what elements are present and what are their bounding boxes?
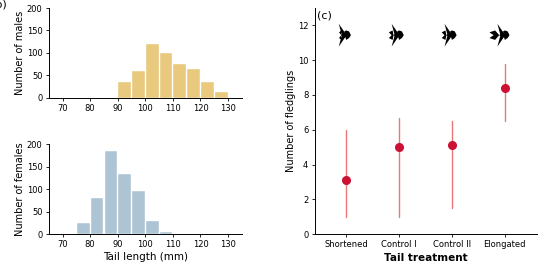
Y-axis label: Number of males: Number of males [15, 11, 25, 95]
Bar [132, 192, 145, 234]
Bar [201, 82, 214, 98]
Bar [215, 92, 228, 98]
Y-axis label: Number of fledglings: Number of fledglings [286, 70, 296, 172]
Text: (c): (c) [317, 10, 332, 20]
PathPatch shape [389, 24, 404, 47]
Bar [118, 82, 131, 98]
Bar [146, 44, 159, 98]
Bar [91, 198, 104, 234]
Bar [118, 174, 131, 234]
X-axis label: Tail treatment: Tail treatment [384, 253, 467, 263]
X-axis label: Tail length (mm): Tail length (mm) [103, 252, 188, 262]
Text: (b): (b) [0, 0, 7, 9]
PathPatch shape [339, 24, 351, 47]
PathPatch shape [489, 24, 509, 47]
Y-axis label: Number of females: Number of females [15, 142, 25, 236]
Bar [160, 53, 172, 98]
Bar [132, 71, 145, 98]
Bar [146, 221, 159, 234]
PathPatch shape [442, 24, 457, 47]
Bar [77, 223, 89, 234]
Bar [105, 151, 117, 234]
Bar [187, 69, 200, 98]
Bar [160, 232, 172, 234]
Bar [173, 64, 186, 98]
